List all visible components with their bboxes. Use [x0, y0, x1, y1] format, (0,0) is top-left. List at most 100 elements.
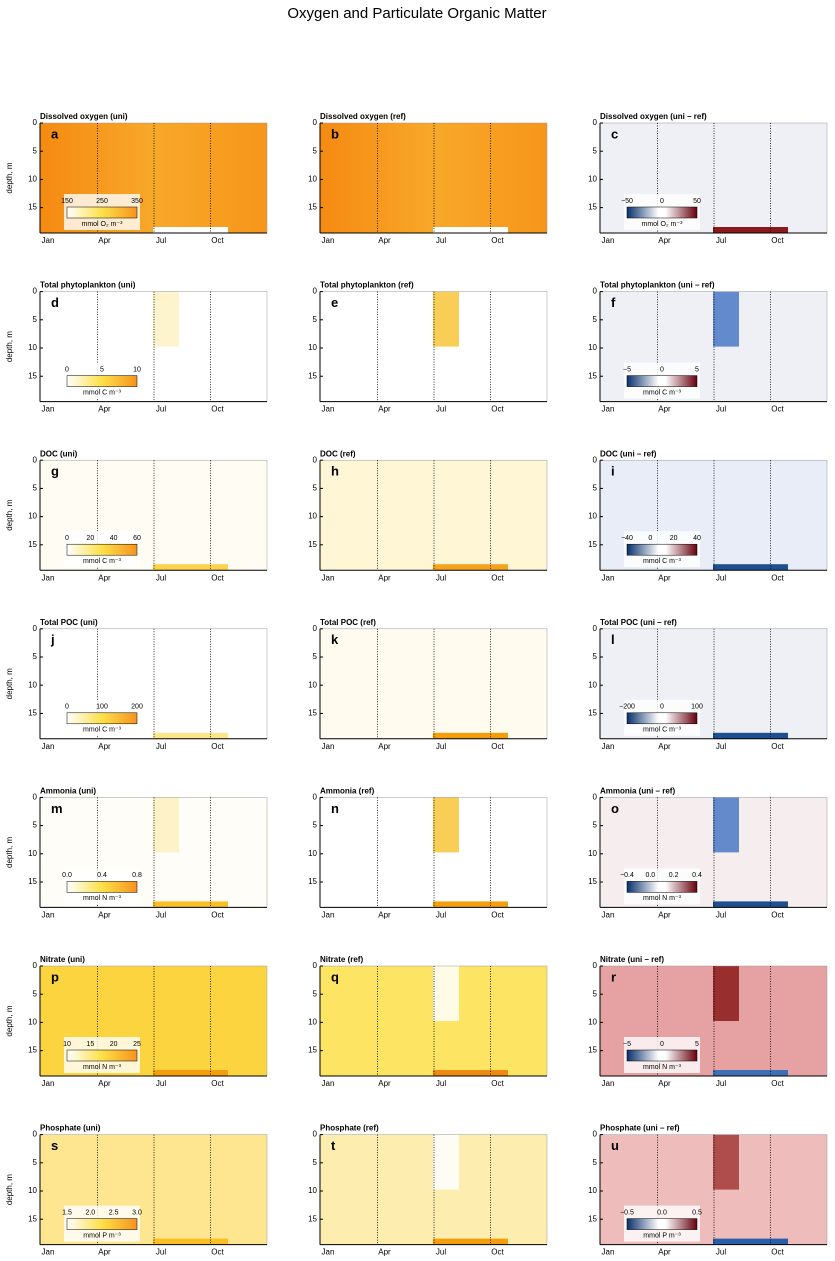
- heatmap-feature: [153, 1238, 228, 1245]
- colorbar: [626, 543, 698, 556]
- panel-title: Nitrate (uni – ref): [600, 955, 664, 964]
- colorbar-tick-label: 0.0: [645, 872, 655, 879]
- y-tick-label: 10: [28, 512, 37, 521]
- colorbar-unit: mmol C m⁻³: [643, 727, 682, 734]
- y-tick-label: 5: [593, 484, 598, 493]
- y-tick-label: 10: [588, 343, 597, 352]
- x-tick-label: Jul: [436, 236, 446, 245]
- x-tick-label: Jan: [42, 573, 55, 582]
- y-tick-label: 10: [588, 1186, 597, 1195]
- y-tick-label: 5: [33, 821, 38, 830]
- y-tick-label: 15: [28, 1214, 37, 1223]
- panel-letter: r: [611, 969, 616, 984]
- colorbar-unit: mmol O₂ m⁻³: [641, 221, 683, 228]
- panel-letter: p: [51, 969, 59, 984]
- y-tick-label: 0: [593, 1130, 598, 1139]
- x-tick-label: Apr: [98, 742, 111, 751]
- heatmap-feature: [433, 797, 459, 853]
- y-tick-label: 10: [28, 849, 37, 858]
- x-tick-label: Apr: [378, 236, 391, 245]
- y-tick-label: 5: [593, 821, 598, 830]
- y-tick-label: 10: [28, 1186, 37, 1195]
- colorbar-tick-label: 350: [131, 198, 143, 205]
- x-tick-label: Oct: [771, 405, 784, 414]
- colorbar-tick-label: 25: [133, 1041, 141, 1048]
- x-tick-label: Jan: [322, 236, 335, 245]
- y-tick-label: 15: [588, 877, 597, 886]
- figure-title: Oxygen and Particulate Organic Matter: [287, 5, 546, 22]
- y-tick-label: 10: [308, 680, 317, 689]
- heatmap-feature: [153, 797, 179, 853]
- y-tick-label: 15: [308, 1214, 317, 1223]
- x-tick-label: Apr: [658, 911, 671, 920]
- panel-title: Ammonia (uni – ref): [600, 787, 675, 796]
- x-tick-label: Oct: [771, 1248, 784, 1257]
- x-tick-label: Apr: [658, 573, 671, 582]
- y-tick-label: 0: [33, 455, 38, 464]
- y-tick-label: 0: [593, 793, 598, 802]
- y-tick-label: 15: [588, 371, 597, 380]
- y-axis-label: depth, m: [5, 499, 14, 530]
- heatmap-feature: [713, 227, 788, 233]
- x-tick-label: Apr: [378, 573, 391, 582]
- y-tick-label: 5: [313, 652, 318, 661]
- y-tick-label: 5: [313, 146, 318, 155]
- x-tick-label: Oct: [771, 573, 784, 582]
- colorbar-tick-label: 3.0: [132, 1209, 142, 1216]
- colorbar-tick-label: 0: [660, 198, 664, 205]
- heatmap-feature: [153, 291, 179, 347]
- panel-letter: b: [331, 126, 339, 141]
- y-tick-label: 5: [33, 315, 38, 324]
- x-tick-label: Jan: [602, 742, 615, 751]
- x-tick-label: Apr: [658, 1079, 671, 1088]
- y-tick-label: 15: [28, 203, 37, 212]
- x-tick-label: Jan: [602, 1079, 615, 1088]
- x-tick-label: Jul: [156, 236, 166, 245]
- colorbar-tick-label: 40: [693, 535, 701, 542]
- colorbar: [626, 881, 698, 893]
- y-axis-label: depth, m: [5, 162, 14, 193]
- y-tick-label: 10: [28, 1018, 37, 1027]
- colorbar-tick-label: 0.0: [62, 872, 72, 879]
- x-tick-label: Jul: [436, 405, 446, 414]
- colorbar: [66, 1218, 138, 1230]
- colorbar-tick-label: 0: [65, 535, 69, 542]
- colorbar-tick-label: −40: [621, 535, 633, 542]
- y-tick-label: 10: [588, 1018, 597, 1027]
- y-tick-label: 0: [593, 624, 598, 633]
- heatmap-feature: [713, 966, 739, 1021]
- y-tick-label: 0: [313, 118, 318, 127]
- y-tick-label: 15: [308, 371, 317, 380]
- colorbar-tick-label: 100: [96, 704, 108, 711]
- x-tick-label: Oct: [211, 236, 224, 245]
- colorbar: [66, 206, 138, 219]
- x-tick-label: Oct: [491, 236, 504, 245]
- heatmap-feature: [713, 1070, 788, 1076]
- y-tick-label: 5: [313, 484, 318, 493]
- panel-title: Dissolved oxygen (ref): [320, 112, 406, 121]
- y-tick-label: 0: [33, 118, 38, 127]
- y-axis-label: depth, m: [5, 1005, 14, 1036]
- colorbar-unit: mmol C m⁻³: [83, 558, 122, 565]
- x-tick-label: Jul: [716, 236, 726, 245]
- y-tick-label: 0: [313, 793, 318, 802]
- panel-letter: q: [331, 969, 339, 984]
- y-tick-label: 15: [588, 709, 597, 718]
- x-tick-label: Jul: [716, 1248, 726, 1257]
- colorbar-unit: mmol O₂ m⁻³: [81, 221, 123, 228]
- x-tick-label: Apr: [378, 1079, 391, 1088]
- x-tick-label: Jan: [602, 911, 615, 920]
- x-tick-label: Apr: [98, 911, 111, 920]
- panel-title: Phosphate (uni): [40, 1124, 101, 1133]
- panel-letter: u: [611, 1138, 619, 1153]
- heatmap-feature: [433, 1070, 508, 1076]
- heatmap-feature: [153, 227, 228, 233]
- x-tick-label: Oct: [491, 911, 504, 920]
- panel-title: Dissolved oxygen (uni): [40, 112, 128, 121]
- x-tick-label: Oct: [211, 911, 224, 920]
- panel-letter: k: [331, 632, 339, 647]
- y-tick-label: 10: [308, 849, 317, 858]
- y-tick-label: 5: [593, 989, 598, 998]
- panel-title: Total POC (uni – ref): [600, 618, 677, 627]
